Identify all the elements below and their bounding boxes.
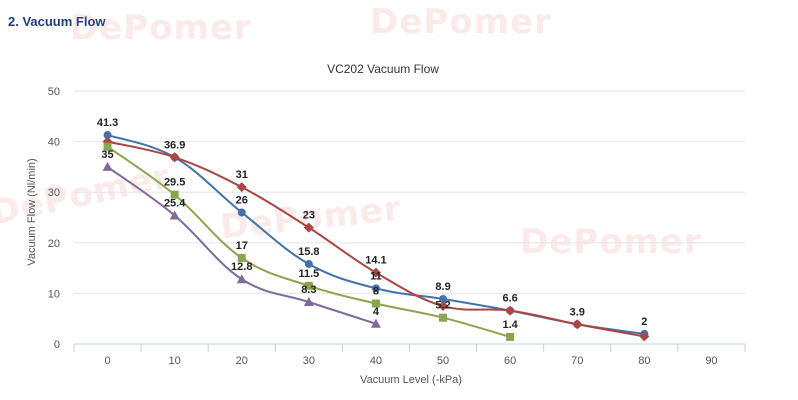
data-point [439,294,448,303]
data-label: 6.6 [503,293,518,305]
data-point [170,190,179,199]
data-point [236,274,247,284]
data-point [303,297,314,307]
y-tick-label: 20 [48,238,60,250]
x-tick-label: 60 [504,355,516,367]
y-tick-label: 40 [48,137,60,149]
data-point [506,332,515,341]
data-point [237,208,246,217]
data-label: 4 [373,306,380,318]
x-tick-label: 80 [638,355,650,367]
data-label: 29.5 [164,177,185,189]
data-label: 17 [236,240,248,252]
series-3 [103,142,515,341]
data-point [303,222,314,233]
data-point [371,299,380,308]
data-label: 14.1 [365,255,386,267]
section-heading: 2. Vacuum Flow [8,14,106,29]
x-tick-label: 70 [571,355,583,367]
data-label: 8.9 [435,281,450,293]
data-point [103,131,112,140]
data-point [371,284,380,293]
data-point [438,301,449,312]
y-tick-label: 0 [54,339,60,351]
data-label: 41.3 [97,117,118,129]
y-tick-label: 30 [48,187,60,199]
chart-title: VC202 Vacuum Flow [327,62,439,76]
x-tick-label: 90 [705,355,717,367]
data-label: 11.5 [298,268,319,280]
data-point [505,305,516,316]
data-point [102,161,113,171]
data-labels: 41.3 26 15.8 11 8.9 6.6 3.9 2 36.9 31 23 14.1 29.5 17… [97,117,648,331]
series-group [102,131,650,342]
data-label: 25.4 [164,197,186,209]
data-point [370,267,381,278]
data-label: 36.9 [164,139,185,151]
y-axis-title: Vacuum Flow (Nl/min) [26,158,38,265]
data-label: 31 [236,169,248,181]
data-label: 2 [641,316,647,328]
data-point [103,142,112,151]
data-point [572,319,583,330]
grid-lines [74,90,745,294]
data-point [236,182,247,193]
data-label: 12.8 [231,261,252,273]
data-label: 26 [236,194,248,206]
axes: 0 10 20 30 40 50 0 10 20 30 40 50 60 70 80 90 [48,86,746,367]
data-point [237,253,246,262]
data-label: 8.3 [301,284,316,296]
x-tick-label: 10 [169,355,181,367]
data-point [169,152,180,163]
x-axis-title: Vacuum Level (-kPa) [360,374,462,386]
data-point [439,313,448,322]
data-label: 8 [373,286,379,298]
data-point [304,260,313,269]
data-label: 15.8 [298,246,319,258]
series-4 [102,161,381,328]
data-label: 3.9 [570,306,585,318]
x-tick-label: 0 [104,355,110,367]
data-label: 35 [101,149,113,161]
x-tick-label: 40 [370,355,382,367]
data-point [370,318,381,328]
data-label: 5.2 [435,300,450,312]
data-label: 23 [303,210,315,222]
data-point [169,210,180,220]
data-label: 1.4 [503,319,519,331]
data-label: 11 [370,270,382,282]
data-point [639,331,650,342]
x-tick-label: 30 [303,355,315,367]
x-tick-label: 20 [236,355,248,367]
data-point [304,281,313,290]
y-tick-label: 50 [48,86,60,98]
y-tick-label: 10 [48,288,60,300]
x-tick-label: 50 [437,355,449,367]
